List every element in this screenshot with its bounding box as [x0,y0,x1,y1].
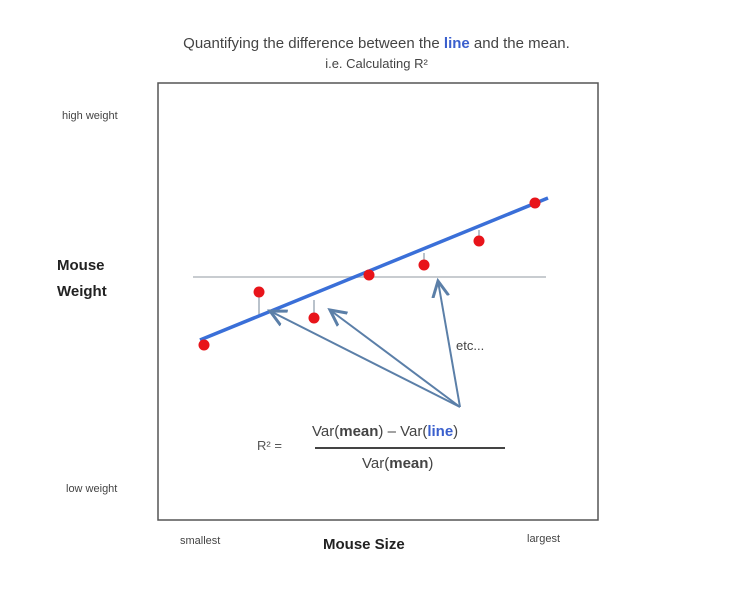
arrow [270,311,461,408]
num-line: line [427,423,454,440]
data-point [529,197,541,209]
num-mean: mean [339,423,379,440]
title-line-2: i.e. Calculating R² [325,56,428,71]
data-point [418,259,430,271]
x-low-label: smallest [180,535,221,547]
data-point [363,269,375,281]
num-text-end: ) [453,423,459,440]
den-text: Var( [362,455,390,472]
x-axis-label: Mouse Size [323,536,405,553]
den-text-end: ) [428,455,434,472]
formula-lhs: R² = [257,438,282,453]
formula-numerator: Var(mean) – Var(line) [312,423,458,440]
title-text-end: and the mean. [469,35,570,52]
x-high-label: largest [527,533,561,545]
title-line-1: Quantifying the difference between the l… [0,35,753,52]
den-mean: mean [389,455,429,472]
fitted-line [199,196,549,342]
num-text-mid: ) – Var( [378,423,428,440]
data-point [308,312,320,324]
y-axis-label: Mouse Weight [57,253,107,305]
data-point [473,235,485,247]
arrow [330,310,461,408]
data-point [198,339,210,351]
y-axis-label-2: Weight [57,283,107,300]
title-text: Quantifying the difference between the [183,35,444,52]
y-high-label: high weight [62,110,118,122]
arrows [270,281,461,408]
title-highlight-line: line [443,35,470,52]
y-low-label: low weight [66,483,118,495]
data-points [198,197,541,351]
plot-frame [157,82,599,521]
num-text: Var( [312,423,340,440]
arrow [438,281,461,408]
data-point [253,286,265,298]
formula-denominator: Var(mean) [362,455,433,472]
etc-annotation: etc... [456,338,485,353]
y-axis-label-1: Mouse [57,257,105,274]
